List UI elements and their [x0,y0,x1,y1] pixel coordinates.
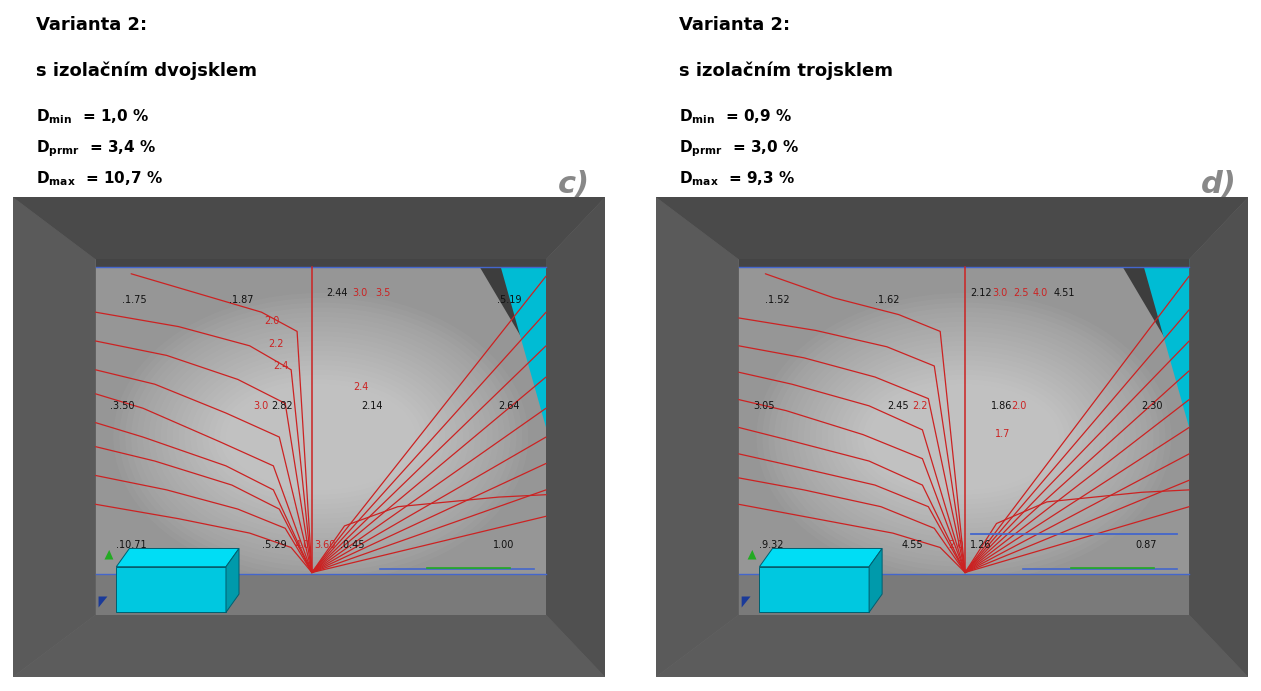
Text: 1.7: 1.7 [995,429,1010,439]
Text: .1.62: .1.62 [875,294,899,305]
Text: .1.75: .1.75 [122,294,146,305]
Text: 3.5: 3.5 [376,288,391,299]
Text: 2.4: 2.4 [353,382,368,392]
Text: 1.00: 1.00 [493,540,514,551]
Text: .0.45: .0.45 [339,540,364,551]
Text: 2.30: 2.30 [1141,401,1163,411]
Text: 3.60: 3.60 [314,540,335,551]
Text: 2.4: 2.4 [274,361,289,371]
Text: 2.0: 2.0 [265,316,280,326]
Polygon shape [13,197,96,677]
Text: D$_{\mathregular{prmr}}$  = 3,4 %: D$_{\mathregular{prmr}}$ = 3,4 % [37,139,156,159]
Text: .1.52: .1.52 [765,294,789,305]
Polygon shape [546,197,605,677]
Polygon shape [1189,197,1248,677]
Polygon shape [13,197,605,259]
Text: 0.87: 0.87 [1136,540,1158,551]
Text: D$_{\mathregular{min}}$  = 1,0 %: D$_{\mathregular{min}}$ = 1,0 % [37,107,150,126]
Polygon shape [116,567,226,612]
Bar [96,259,546,267]
Text: 4.55: 4.55 [902,540,923,551]
Text: 4.0: 4.0 [294,540,309,551]
Text: 2.45: 2.45 [886,401,908,411]
Polygon shape [741,596,750,607]
Bar [739,259,1189,267]
Polygon shape [869,549,883,612]
Text: D$_{\mathregular{min}}$  = 0,9 %: D$_{\mathregular{min}}$ = 0,9 % [680,107,793,126]
Polygon shape [98,596,107,607]
Polygon shape [116,549,240,567]
Polygon shape [226,549,240,612]
Text: 3.05: 3.05 [754,401,776,411]
Text: 1.26: 1.26 [970,540,991,551]
Text: d): d) [1200,170,1237,199]
Text: .5.29: .5.29 [261,540,286,551]
Text: 2.82: 2.82 [271,401,293,411]
Text: D$_{\mathregular{max}}$  = 10,7 %: D$_{\mathregular{max}}$ = 10,7 % [37,170,163,189]
Text: .9.32: .9.32 [759,540,784,551]
Text: 2.12: 2.12 [970,288,991,299]
Polygon shape [656,197,739,677]
Polygon shape [656,197,1248,259]
Polygon shape [13,615,605,677]
Bar [96,259,546,615]
Text: 2.0: 2.0 [1011,401,1026,411]
Text: .3.50: .3.50 [111,401,135,411]
Text: 2.2: 2.2 [269,339,284,349]
Text: 1.86: 1.86 [991,401,1013,411]
Polygon shape [1130,259,1189,428]
Text: 4.51: 4.51 [1054,288,1076,299]
Polygon shape [1119,259,1189,379]
Text: 2.14: 2.14 [361,401,382,411]
Polygon shape [105,550,113,560]
Polygon shape [475,259,546,379]
Polygon shape [656,615,1248,677]
Text: s izolačním trojsklem: s izolačním trojsklem [680,61,894,80]
Text: 2.2: 2.2 [912,401,927,411]
Text: 2.5: 2.5 [1013,288,1029,299]
Bar [96,574,546,615]
Polygon shape [759,567,869,612]
Text: Varianta 2:: Varianta 2: [37,16,148,34]
Text: .1.87: .1.87 [230,294,253,305]
Text: .10.71: .10.71 [116,540,148,551]
Polygon shape [748,550,757,560]
Text: 4.0: 4.0 [1033,288,1048,299]
Bar [739,259,1189,615]
Text: 3.0: 3.0 [992,288,1008,299]
Text: 2.64: 2.64 [498,401,520,411]
Text: 3.0: 3.0 [253,401,269,411]
Text: D$_{\mathregular{max}}$  = 9,3 %: D$_{\mathregular{max}}$ = 9,3 % [680,170,796,189]
Text: 2.44: 2.44 [327,288,348,299]
Bar [739,574,1189,615]
Polygon shape [487,259,546,428]
Text: c): c) [557,170,590,199]
Text: 3.0: 3.0 [352,288,367,299]
Text: .5.19: .5.19 [497,294,522,305]
Text: Varianta 2:: Varianta 2: [680,16,791,34]
Text: s izolačním dvojsklem: s izolačním dvojsklem [37,61,257,80]
Text: 2.0: 2.0 [948,540,963,551]
Polygon shape [759,549,883,567]
Text: D$_{\mathregular{prmr}}$  = 3,0 %: D$_{\mathregular{prmr}}$ = 3,0 % [680,139,799,159]
